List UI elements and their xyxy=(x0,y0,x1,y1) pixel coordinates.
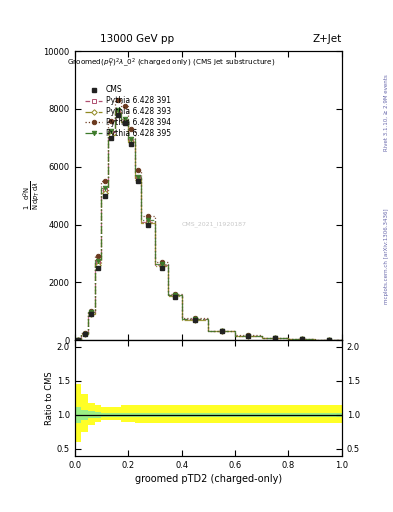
Y-axis label: $\frac{1}{\mathrm{N}}\frac{\mathrm{d}^2\mathrm{N}}{\mathrm{d}p_T\,\mathrm{d}\lam: $\frac{1}{\mathrm{N}}\frac{\mathrm{d}^2\… xyxy=(21,181,42,210)
Text: 13000 GeV pp: 13000 GeV pp xyxy=(101,33,174,44)
Legend: CMS, Pythia 6.428 391, Pythia 6.428 393, Pythia 6.428 394, Pythia 6.428 395: CMS, Pythia 6.428 391, Pythia 6.428 393,… xyxy=(84,84,173,140)
Text: Z+Jet: Z+Jet xyxy=(313,33,342,44)
Text: mcplots.cern.ch [arXiv:1306.3436]: mcplots.cern.ch [arXiv:1306.3436] xyxy=(384,208,389,304)
Y-axis label: Ratio to CMS: Ratio to CMS xyxy=(45,371,54,425)
Text: Groomed$(p_T^D)^2\lambda\_0^2$ (charged only) (CMS jet substructure): Groomed$(p_T^D)^2\lambda\_0^2$ (charged … xyxy=(67,57,275,70)
Text: CMS_2021_I1920187: CMS_2021_I1920187 xyxy=(181,222,246,227)
Text: Rivet 3.1.10, ≥ 2.9M events: Rivet 3.1.10, ≥ 2.9M events xyxy=(384,74,389,151)
X-axis label: groomed pTD2 (charged-only): groomed pTD2 (charged-only) xyxy=(135,474,282,484)
